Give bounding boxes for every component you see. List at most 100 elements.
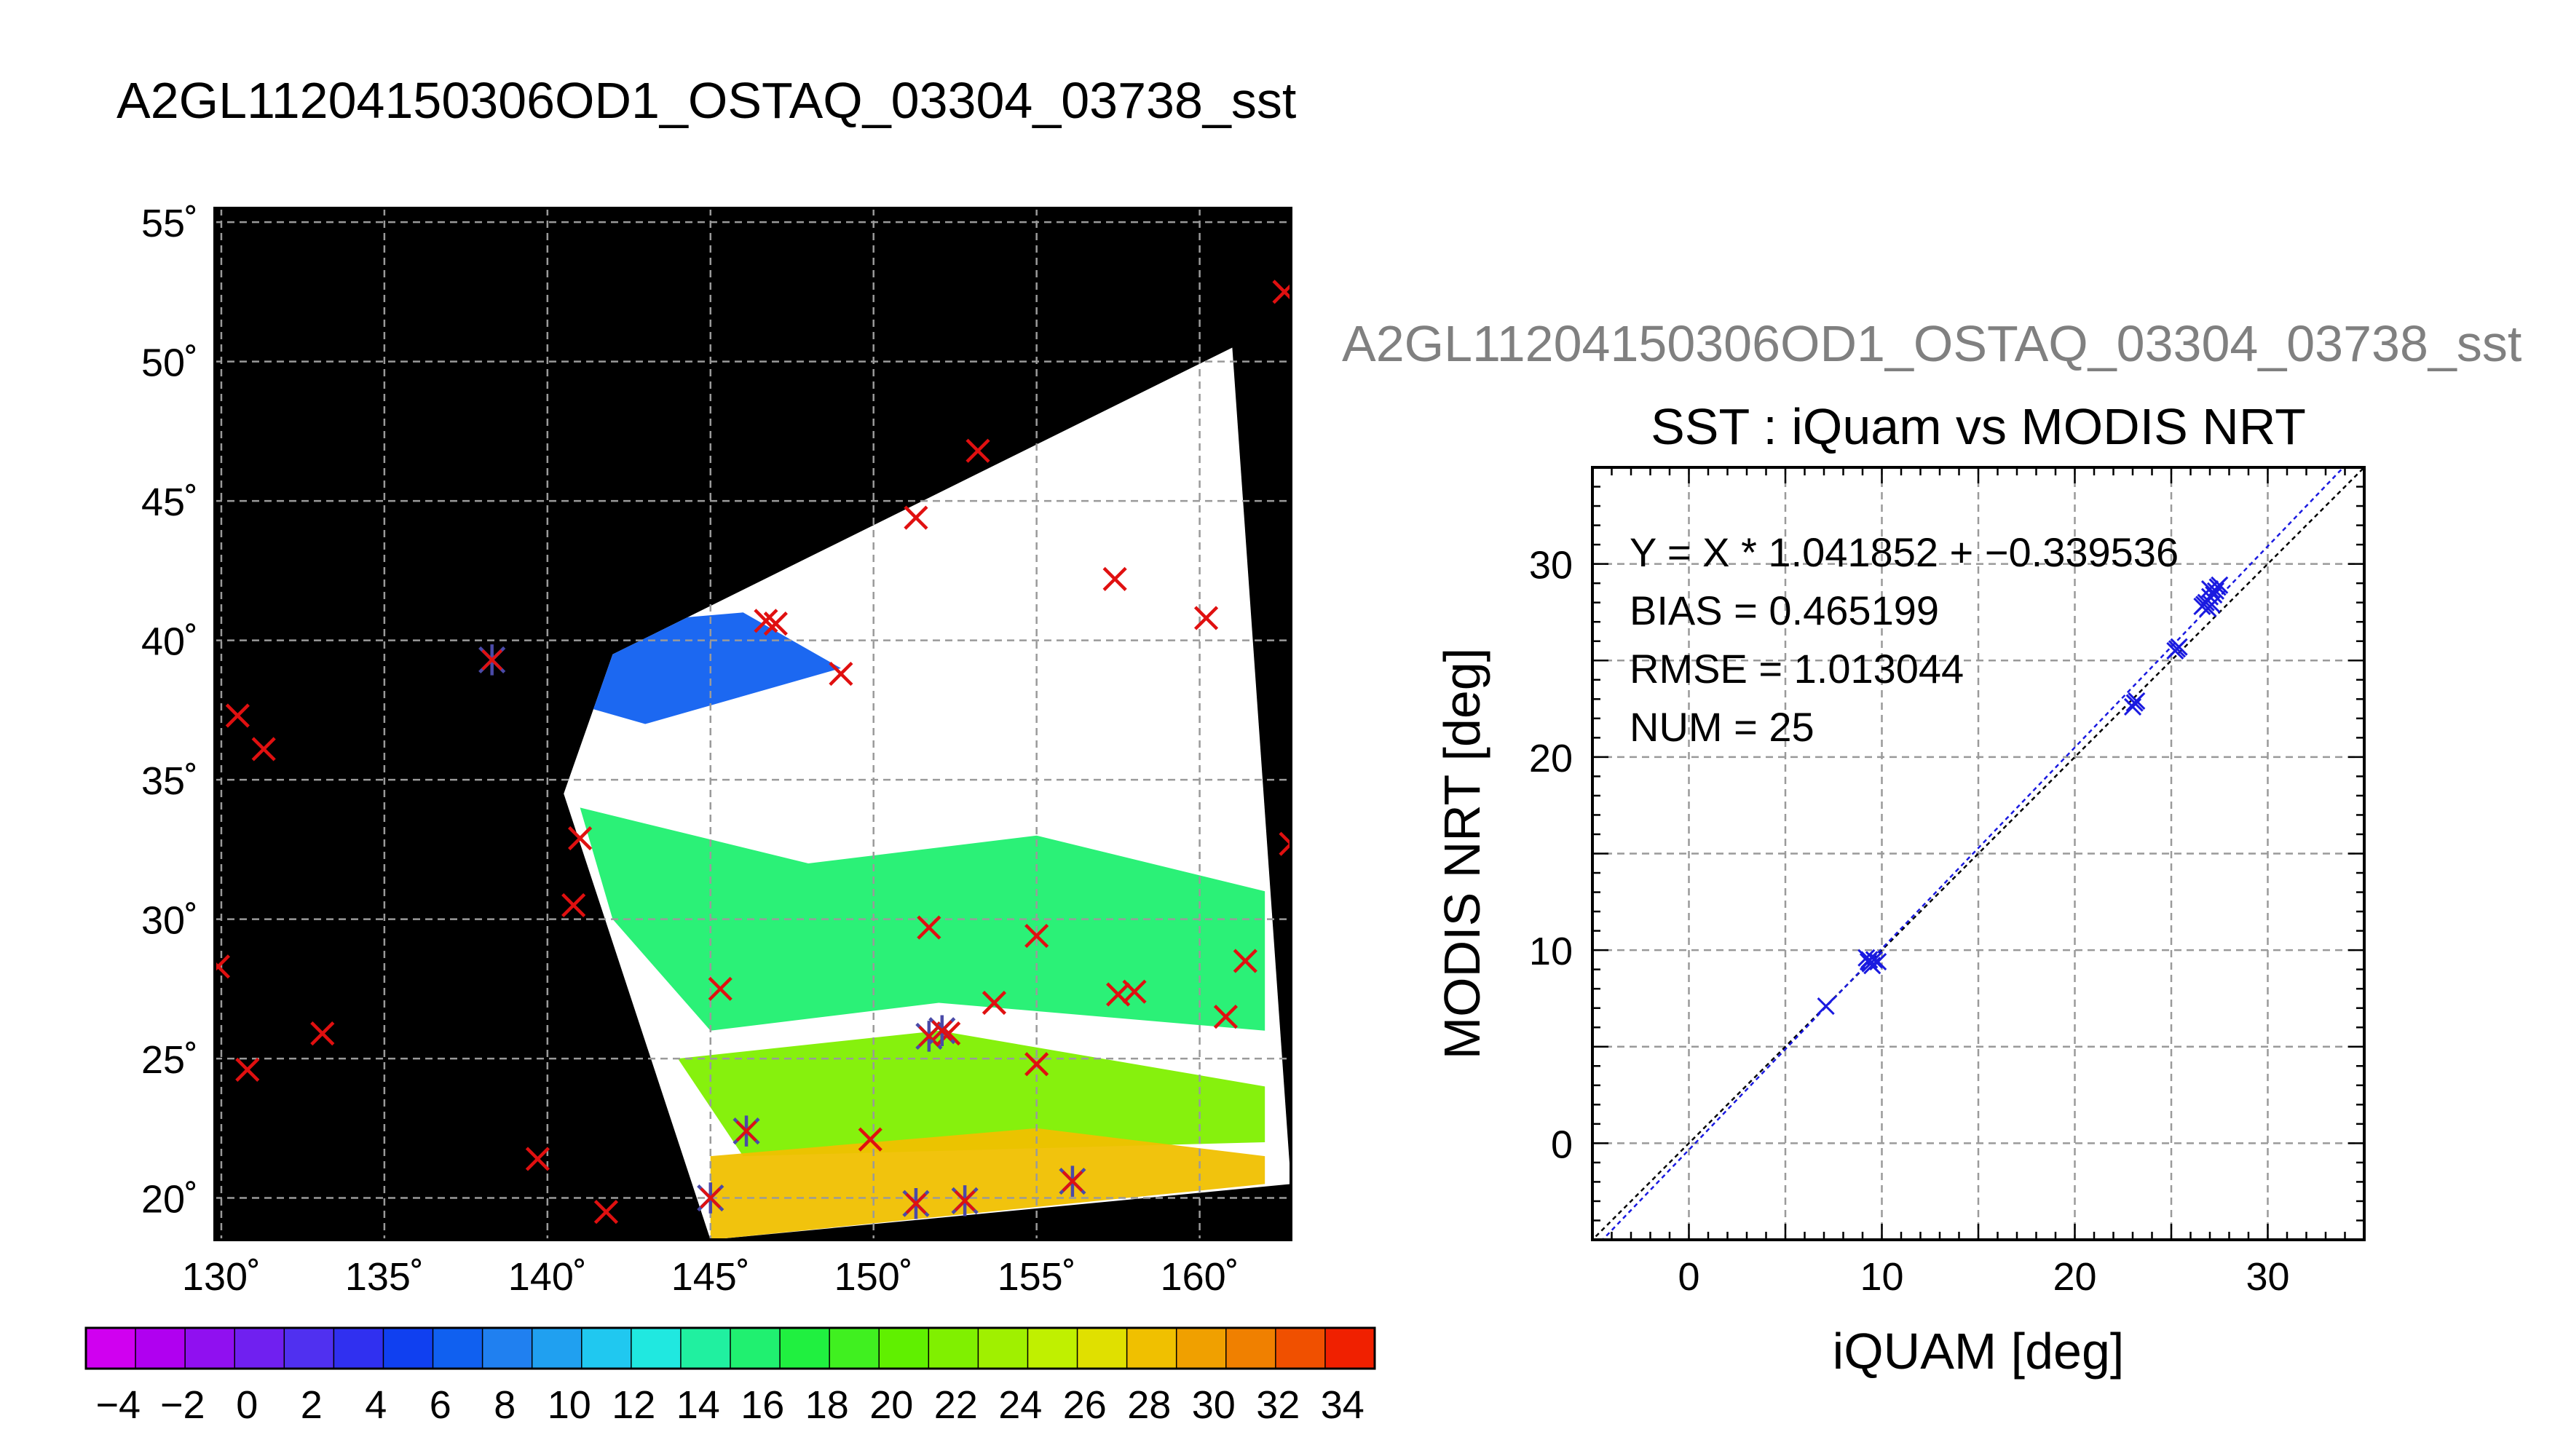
iquam-station-marker bbox=[525, 1147, 550, 1171]
iquam-station-marker bbox=[708, 976, 732, 1001]
data-point bbox=[2208, 578, 2227, 596]
colorbar-tick-label: 30 bbox=[1192, 1383, 1236, 1427]
map-y-tick-label: 30˚ bbox=[141, 899, 198, 943]
iquam-station-marker bbox=[1233, 949, 1257, 973]
colorbar-tick-label: 34 bbox=[1321, 1383, 1365, 1427]
scatter-y-tick-label: 10 bbox=[1529, 930, 1573, 973]
iquam-station-marker bbox=[1024, 1052, 1049, 1077]
colorbar-tick-label: 22 bbox=[934, 1383, 978, 1427]
colorbar-tick-label: −2 bbox=[160, 1383, 205, 1427]
scatter-y-axis-label: MODIS NRT [deg] bbox=[1434, 648, 1490, 1059]
stats-annotation: Y = X * 1.041852 + −0.339536 bbox=[1630, 529, 2179, 575]
data-point bbox=[1817, 997, 1835, 1016]
map-x-tick-label: 145˚ bbox=[671, 1255, 750, 1299]
map-y-tick-label: 20˚ bbox=[141, 1178, 198, 1222]
iquam-station-marker bbox=[905, 1192, 927, 1214]
colorbar-segment bbox=[1275, 1328, 1326, 1369]
colorbar-tick-label: 26 bbox=[1063, 1383, 1107, 1427]
scatter-y-tick-label: 20 bbox=[1529, 737, 1573, 780]
colorbar-segment bbox=[978, 1328, 1028, 1369]
iquam-station-marker bbox=[918, 1026, 940, 1047]
colorbar-tick-label: 20 bbox=[869, 1383, 913, 1427]
map-y-tick-label: 40˚ bbox=[141, 620, 198, 664]
scatter-file-title: A2GL11204150306OD1_OSTAQ_03304_03738_sst bbox=[1342, 315, 2522, 372]
colorbar-tick-label: 4 bbox=[365, 1383, 387, 1427]
colorbar-segment bbox=[185, 1328, 235, 1369]
iquam-station-marker bbox=[310, 1021, 335, 1046]
iquam-station-marker bbox=[568, 826, 593, 851]
colorbar-segment bbox=[383, 1328, 434, 1369]
colorbar-segment bbox=[1027, 1328, 1078, 1369]
iquam-station-marker bbox=[1102, 566, 1127, 591]
colorbar-segment bbox=[730, 1328, 781, 1369]
map-y-tick-label: 45˚ bbox=[141, 480, 198, 524]
scatter-y-tick-label: 30 bbox=[1529, 544, 1573, 587]
colorbar-tick-label: 24 bbox=[998, 1383, 1042, 1427]
colorbar-tick-label: 2 bbox=[301, 1383, 323, 1427]
colorbar-segment bbox=[879, 1328, 929, 1369]
map-grid bbox=[215, 208, 1291, 1240]
iquam-station-marker bbox=[1272, 280, 1291, 304]
colorbar-segment bbox=[581, 1328, 632, 1369]
iquam-station-marker bbox=[700, 1187, 722, 1208]
data-point bbox=[2195, 596, 2214, 614]
colorbar-segment bbox=[532, 1328, 583, 1369]
colorbar-segment bbox=[1077, 1328, 1128, 1369]
colorbar-tick-label: 14 bbox=[676, 1383, 720, 1427]
colorbar-segment bbox=[1126, 1328, 1177, 1369]
colorbar-segment bbox=[433, 1328, 483, 1369]
scatter-x-tick-label: 30 bbox=[2246, 1255, 2289, 1299]
iquam-station-marker bbox=[965, 438, 990, 463]
scatter-x-tick-label: 0 bbox=[1678, 1255, 1699, 1299]
data-point bbox=[1865, 951, 1883, 969]
iquam-station-marker bbox=[215, 954, 231, 979]
map-x-tick-label: 130˚ bbox=[182, 1255, 261, 1299]
data-point bbox=[2200, 587, 2219, 606]
map-y-tick-label: 55˚ bbox=[141, 202, 198, 245]
map-x-tick-label: 155˚ bbox=[998, 1255, 1076, 1299]
colorbar-tick-label: −4 bbox=[95, 1383, 141, 1427]
sst-region bbox=[710, 1128, 1265, 1240]
colorbar-segment bbox=[234, 1328, 285, 1369]
iquam-station-marker bbox=[858, 1127, 882, 1152]
iquam-station-marker bbox=[735, 1120, 757, 1142]
scatter-points bbox=[1817, 576, 2229, 1016]
scatter-grid bbox=[1592, 467, 2364, 1240]
colorbar-tick-label: 0 bbox=[236, 1383, 258, 1427]
colorbar-segment bbox=[928, 1328, 979, 1369]
iquam-station-marker bbox=[754, 609, 778, 633]
colorbar-segment bbox=[1176, 1328, 1227, 1369]
stats-annotation: RMSE = 1.013044 bbox=[1630, 646, 1964, 692]
iquam-station-marker bbox=[561, 893, 586, 918]
map-y-tick-label: 25˚ bbox=[141, 1038, 198, 1082]
colorbar-segment bbox=[680, 1328, 731, 1369]
map-x-tick-label: 135˚ bbox=[345, 1255, 424, 1299]
colorbar-segment bbox=[780, 1328, 830, 1369]
map-x-tick-label: 150˚ bbox=[834, 1255, 913, 1299]
page-title: A2GL11204150306OD1_OSTAQ_03304_03738_sst bbox=[117, 72, 1297, 129]
iquam-station-marker bbox=[829, 661, 853, 687]
map-markers bbox=[215, 280, 1291, 1224]
map-x-tick-label: 140˚ bbox=[508, 1255, 587, 1299]
iquam-station-marker bbox=[1193, 606, 1219, 630]
colorbar-segment bbox=[284, 1328, 334, 1369]
iquam-station-marker bbox=[1024, 923, 1049, 949]
colorbar-tick-label: 6 bbox=[430, 1383, 451, 1427]
colorbar-segment bbox=[631, 1328, 682, 1369]
colorbar-segment bbox=[135, 1328, 186, 1369]
colorbar-tick-label: 10 bbox=[548, 1383, 591, 1427]
iquam-station-marker bbox=[1062, 1171, 1083, 1192]
data-point bbox=[2125, 694, 2144, 712]
iquam-station-marker bbox=[251, 737, 276, 761]
iquam-station-marker bbox=[1122, 979, 1147, 1004]
iquam-station-marker bbox=[481, 649, 503, 670]
colorbar-segment bbox=[482, 1328, 533, 1369]
map-y-tick-label: 35˚ bbox=[141, 759, 198, 803]
colorbar-segment bbox=[333, 1328, 384, 1369]
sst-region bbox=[677, 1030, 1265, 1157]
stats-annotation: NUM = 25 bbox=[1630, 704, 1814, 750]
colorbar-tick-label: 8 bbox=[494, 1383, 516, 1427]
map-frame bbox=[213, 207, 1292, 1241]
colorbar-segment bbox=[86, 1328, 136, 1369]
